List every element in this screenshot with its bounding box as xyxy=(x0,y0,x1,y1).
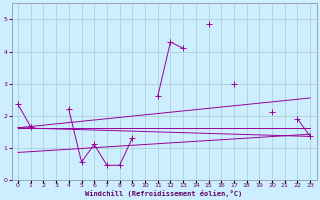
X-axis label: Windchill (Refroidissement éolien,°C): Windchill (Refroidissement éolien,°C) xyxy=(85,190,243,197)
